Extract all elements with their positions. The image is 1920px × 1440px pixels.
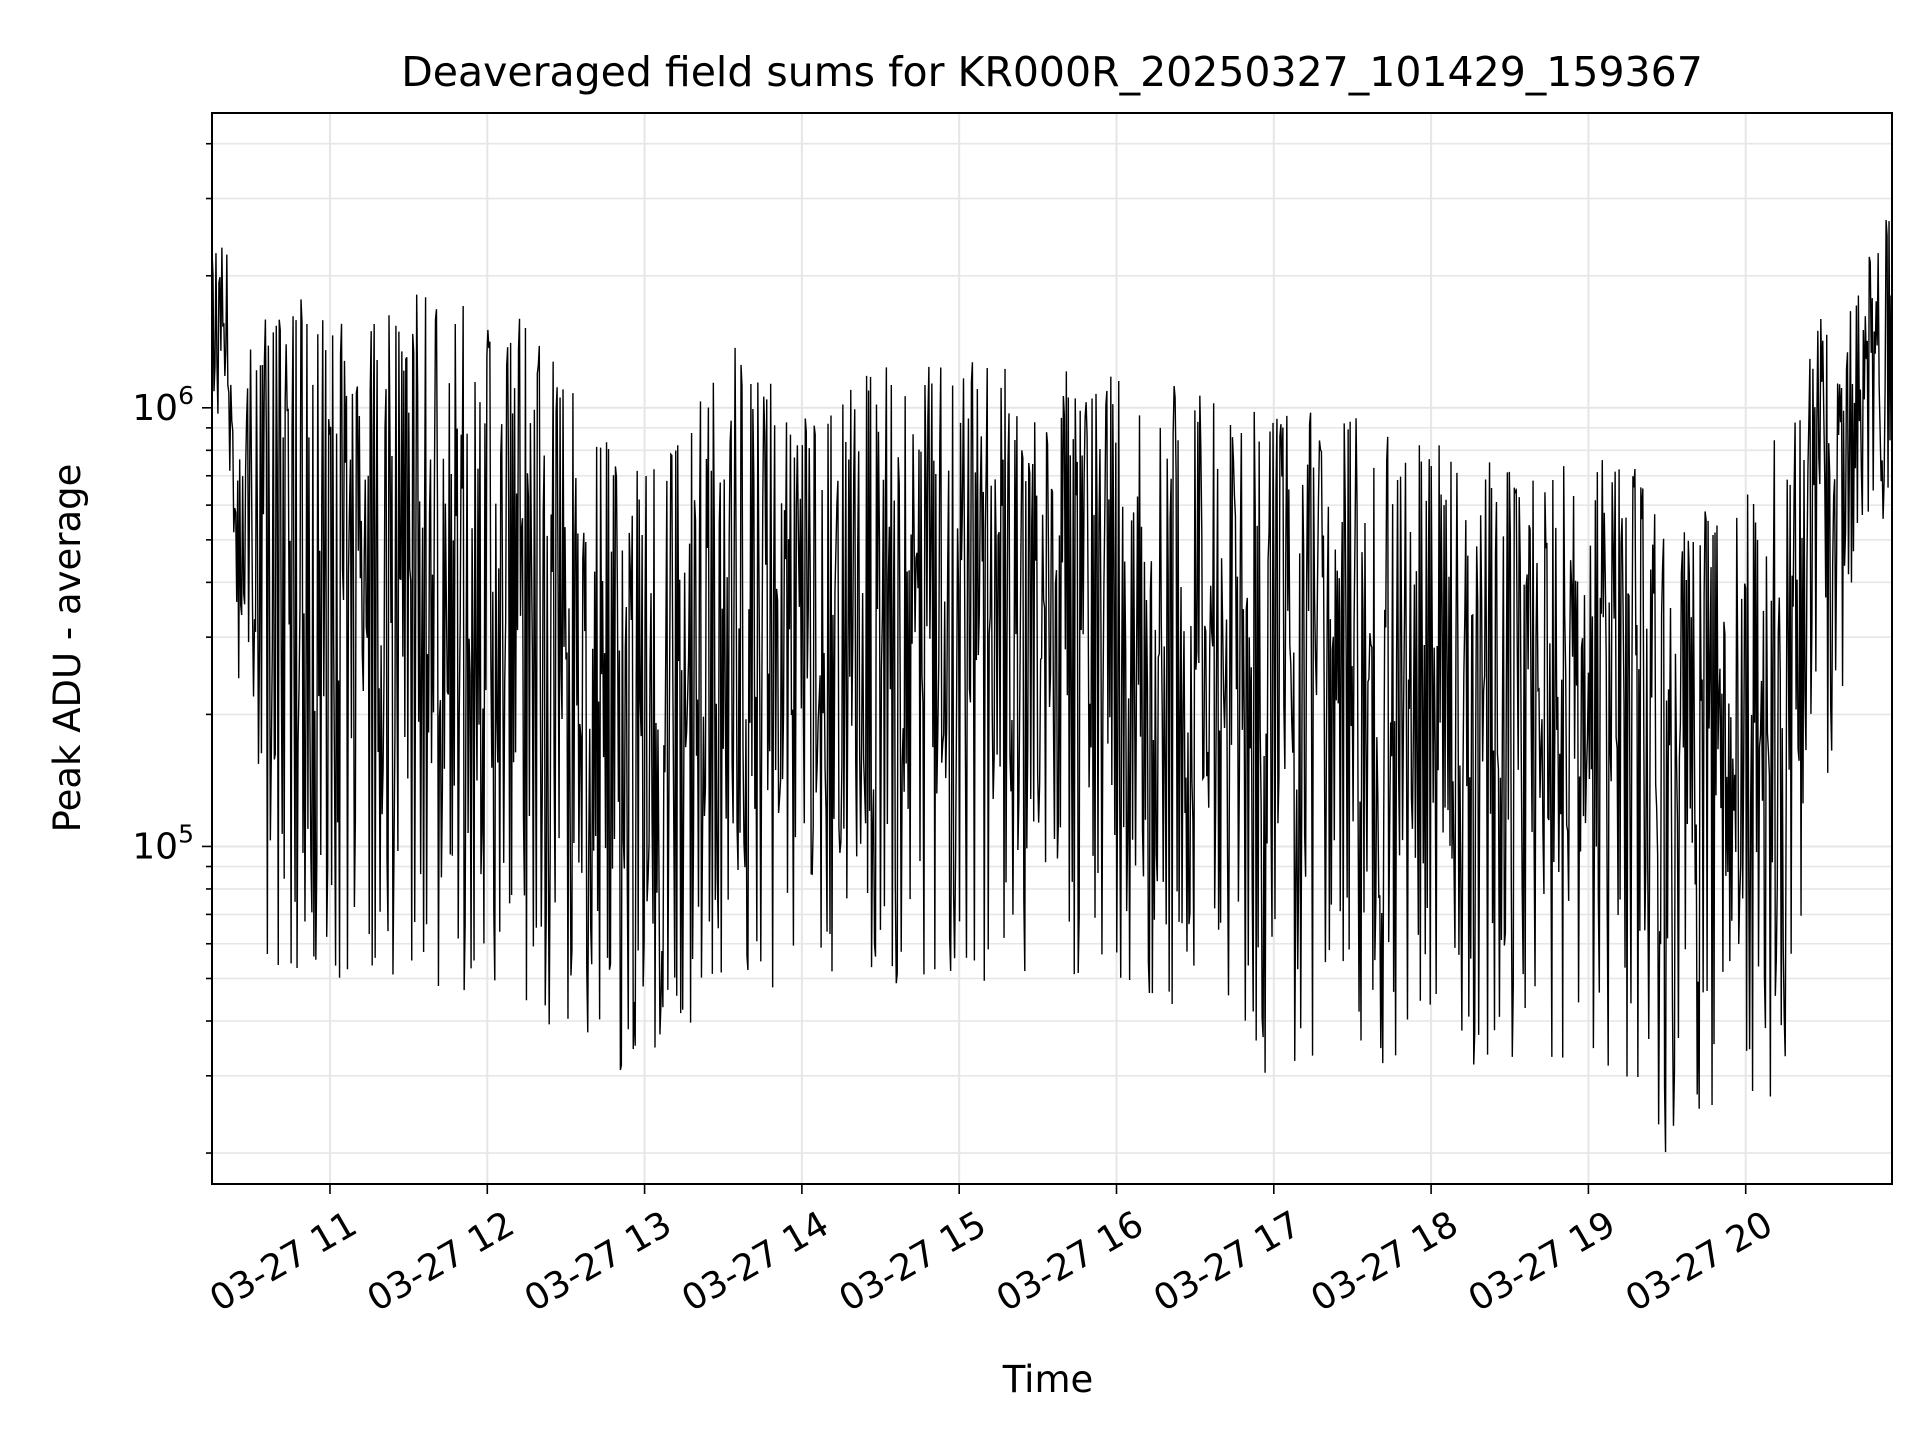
- y-axis-label: Peak ADU - average: [46, 464, 89, 833]
- y-tick-label: 105: [132, 819, 194, 867]
- x-axis-label: Time: [1002, 1358, 1094, 1401]
- y-tick-label: 106: [132, 381, 194, 429]
- data-layer: [211, 219, 1893, 1153]
- plot-frame: [211, 112, 1893, 1185]
- chart-title: Deaveraged field sums for KR000R_2025032…: [401, 48, 1703, 96]
- series-line: [211, 219, 1893, 1153]
